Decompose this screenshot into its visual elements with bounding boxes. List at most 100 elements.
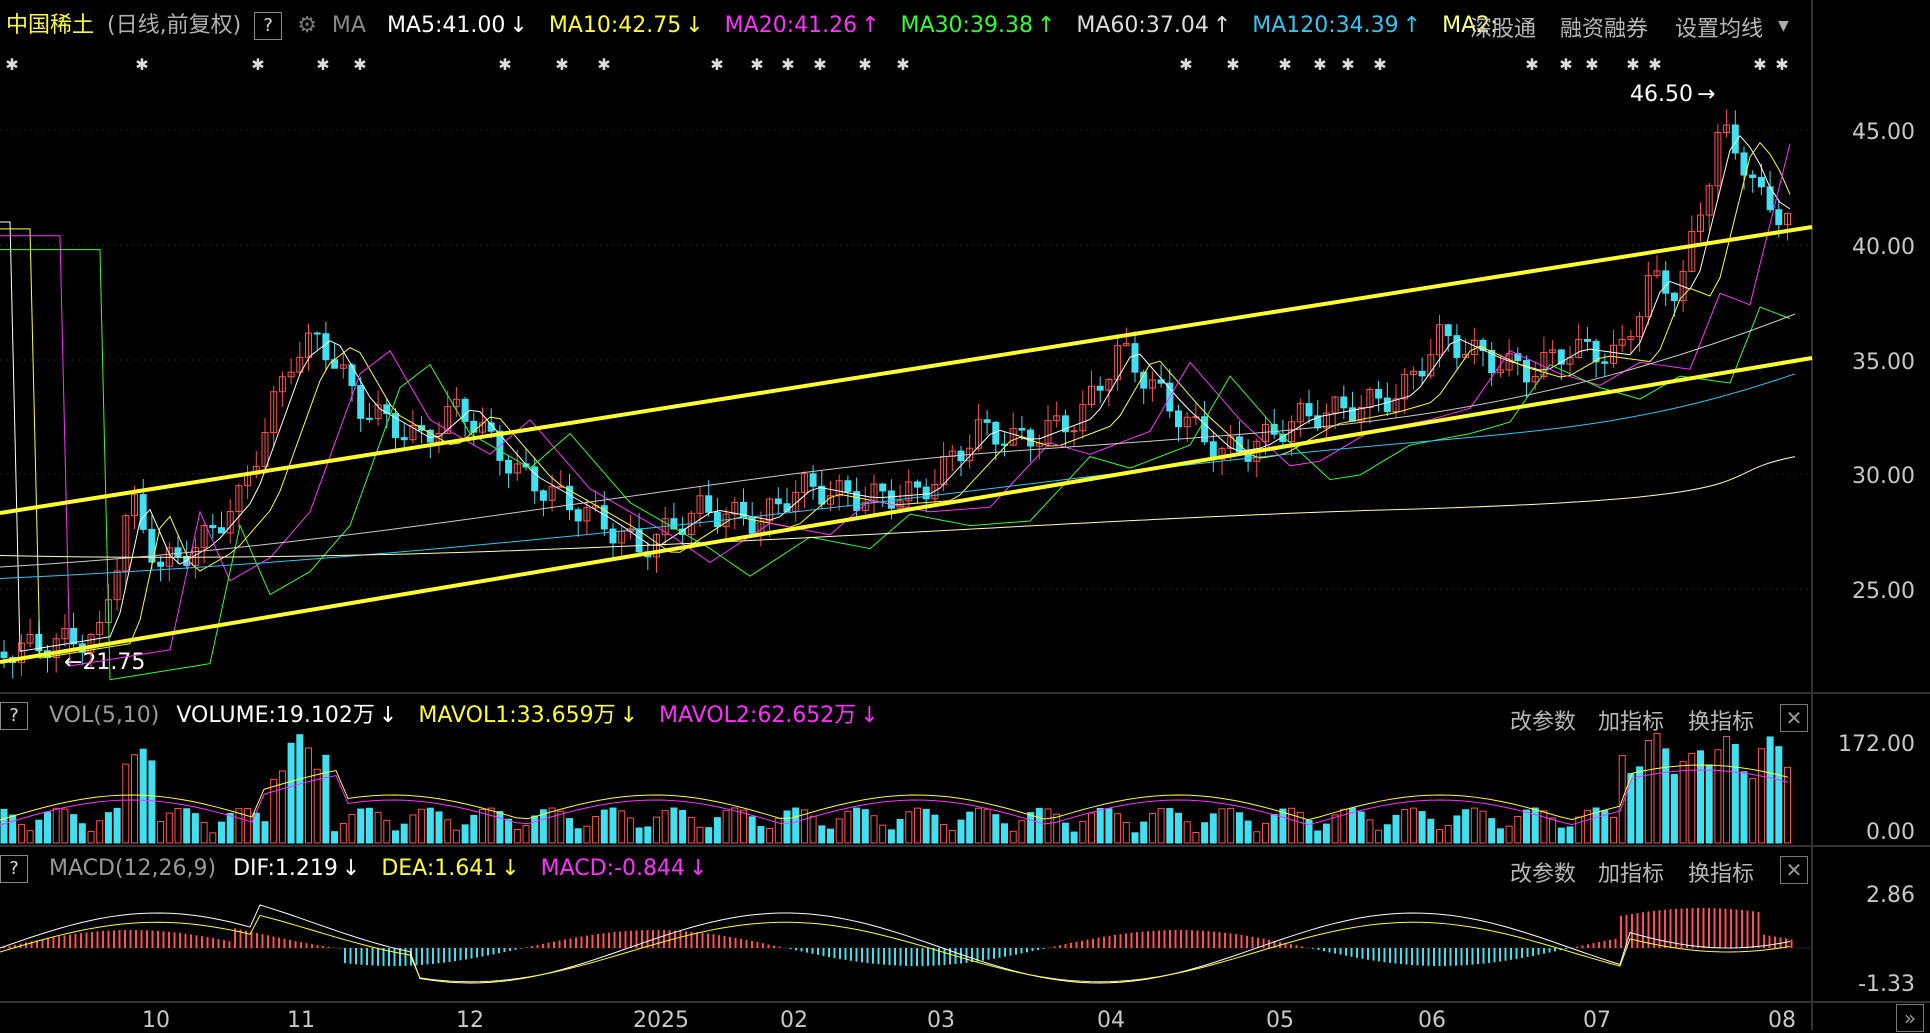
dea-value: DEA:1.641 ↓	[381, 856, 520, 881]
candle-body	[1627, 336, 1635, 340]
volume-bar	[1583, 809, 1591, 844]
volume-bar	[1305, 819, 1313, 844]
volume-bar	[1723, 735, 1731, 844]
ma5-value: MA5:41.00 ↓	[386, 13, 528, 38]
help-button[interactable]: ?	[254, 12, 283, 40]
candle-body	[879, 483, 887, 492]
event-marker-icon: ✱	[5, 55, 18, 74]
event-marker-icon: ✱	[251, 55, 264, 74]
candle-body	[122, 515, 130, 572]
candle-body	[1122, 343, 1130, 347]
trend-line-upper	[0, 225, 1813, 515]
volume-bar	[1096, 807, 1104, 844]
candle-body	[905, 481, 913, 502]
volume-bar	[905, 811, 913, 844]
candle-body	[835, 480, 843, 497]
macd-modify-params-button[interactable]: 改参数	[1510, 862, 1577, 887]
candle-body	[444, 406, 452, 434]
candle-body	[157, 561, 165, 567]
gear-icon[interactable]: ⚙	[297, 13, 317, 38]
event-marker-icon: ✱	[750, 55, 763, 74]
volume-bar	[1662, 748, 1670, 844]
candle-body	[131, 494, 138, 517]
vol-add-indicator-button[interactable]: 加指标	[1598, 710, 1665, 735]
volume-bar	[200, 821, 208, 844]
volume-bar	[1610, 816, 1617, 844]
candle-body	[1131, 343, 1139, 373]
volume-bar	[1627, 773, 1635, 844]
candle-body	[1775, 209, 1783, 226]
x-tick: 02	[780, 1008, 808, 1033]
candle-body	[887, 490, 895, 509]
event-marker-icon: ✱	[353, 55, 366, 74]
volume-bar	[861, 809, 869, 844]
candle-body	[931, 483, 939, 500]
chevron-down-icon[interactable]: ▼	[1778, 18, 1789, 34]
volume-bar	[1496, 828, 1504, 844]
volume-bar	[1470, 807, 1478, 844]
mavol2-value: MAVOL2:62.652万 ↓	[659, 703, 879, 728]
candle-body	[139, 494, 147, 530]
x-tick: 11	[287, 1008, 315, 1033]
volume-bar	[183, 808, 191, 844]
volume-bar	[1575, 816, 1583, 844]
x-tick: 12	[456, 1008, 484, 1033]
set-ma-button[interactable]: 设置均线	[1675, 17, 1764, 42]
volume-bar	[757, 826, 765, 844]
event-marker-icon: ✱	[1559, 55, 1572, 74]
volume-bar	[879, 824, 887, 844]
volume-bar	[383, 819, 391, 844]
vol-close-icon[interactable]: ✕	[1780, 704, 1808, 732]
macd-add-indicator-button[interactable]: 加指标	[1598, 862, 1665, 887]
volume-bar	[1088, 812, 1095, 844]
volume-bar	[296, 734, 304, 844]
candle-body	[1383, 397, 1391, 413]
volume-bar	[87, 830, 95, 844]
macd-swap-indicator-button[interactable]: 换指标	[1688, 862, 1755, 887]
event-marker-icon: ✱	[1525, 55, 1538, 74]
volume-bar	[1740, 771, 1748, 844]
volume-bar	[1061, 822, 1069, 844]
price-tick: 35.00	[1852, 350, 1915, 375]
macd-indicator-header: ? MACD(12,26,9) DIF:1.219 ↓ DEA:1.641 ↓ MA…	[0, 852, 721, 886]
candle-body	[461, 398, 469, 422]
candle-body	[96, 622, 104, 635]
candle-body	[1644, 275, 1652, 318]
candle-body	[26, 633, 34, 644]
ma60-line	[0, 313, 1796, 568]
ma30-value: MA30:39.38 ↑	[900, 13, 1056, 38]
candle-body	[1688, 231, 1696, 272]
vol-swap-indicator-button[interactable]: 换指标	[1688, 710, 1755, 735]
ma60-value: MA60:37.04 ↑	[1076, 13, 1232, 38]
event-marker-icon: ✱	[597, 55, 610, 74]
event-marker-icon: ✱	[1585, 55, 1598, 74]
volume-bar	[766, 827, 774, 844]
candle-body	[1714, 131, 1722, 187]
volume-bar	[1235, 812, 1243, 844]
volume-bar	[287, 742, 295, 844]
volume-bar	[635, 827, 643, 844]
volume-bar	[800, 809, 808, 844]
volume-bar	[191, 813, 199, 844]
shenggutong-button[interactable]: 深股通	[1470, 17, 1537, 42]
vol-modify-params-button[interactable]: 改参数	[1510, 710, 1577, 735]
macd-close-icon[interactable]: ✕	[1780, 856, 1808, 884]
volume-bar	[1166, 808, 1174, 844]
candle-body	[1618, 338, 1626, 346]
volume-bar	[331, 831, 339, 844]
volume-bar	[792, 807, 800, 844]
macd-help-button[interactable]: ?	[0, 855, 28, 883]
margin-trading-button[interactable]: 融资融券	[1560, 17, 1649, 42]
volume-bar	[496, 811, 504, 844]
candle-body	[1340, 396, 1348, 409]
candle-body	[1444, 324, 1452, 337]
volume-bar	[35, 819, 43, 844]
volume-bar	[1314, 830, 1322, 844]
volume-bar	[1409, 807, 1417, 844]
main-indicator-header: 中国稀土 (日线,前复权) ? ⚙ MA MA5:41.00 ↓ MA10:42.…	[6, 9, 1498, 43]
vol-help-button[interactable]: ?	[0, 702, 28, 730]
vol-tick: 172.00	[1838, 732, 1915, 757]
candle-body	[209, 525, 217, 529]
volume-bar	[592, 816, 600, 844]
